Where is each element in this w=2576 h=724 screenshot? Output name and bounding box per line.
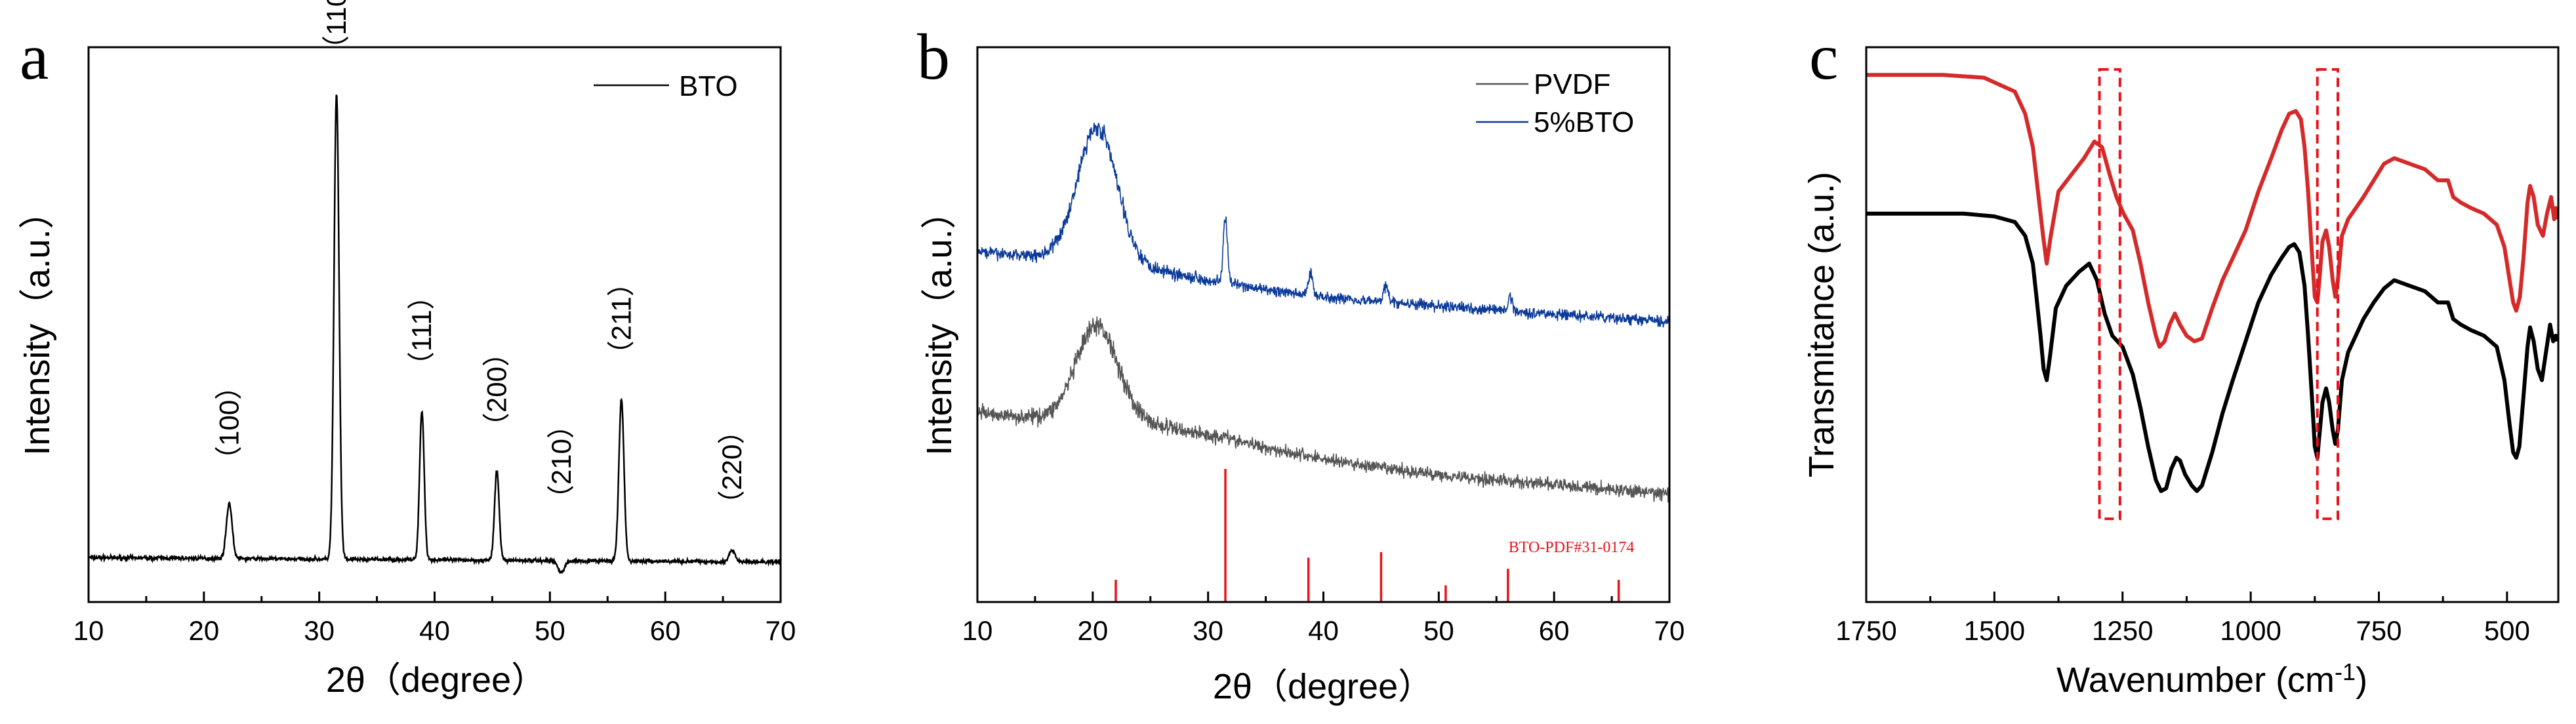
- panel-c-label: c: [1809, 20, 1838, 93]
- panel-b-frame: [976, 46, 1671, 603]
- panel-a-y-axis-label: Intensity（a.u.）: [18, 193, 57, 455]
- panel-b-y-axis-label: Intensity（a.u.）: [920, 193, 959, 455]
- panel-a-x-axis-label: 2θ（degree）: [326, 660, 546, 700]
- panel-a-ticks: 10 20 30 40 50 60 70: [73, 592, 796, 646]
- panel-c-x-tick-label: 750: [2356, 615, 2402, 646]
- panel-c-highlight-region: [2098, 68, 2121, 521]
- panel-c-highlight-region: [2316, 68, 2339, 521]
- panel-c-x-axis-label-sup: -1: [2335, 658, 2356, 685]
- panel-a-x-tick-label: 50: [535, 615, 565, 646]
- panel-c-x-tick-label: 1250: [2092, 615, 2153, 646]
- panel-c-ftir-chart: c 1750 1500 1250 1000 750 500 Wavenumber (cm-…: [1802, 20, 2560, 700]
- panel-b-legend-label-5bto: 5%BTO: [1534, 106, 1634, 138]
- panel-c-x-axis-label: Wavenumber (cm-1): [2056, 658, 2367, 700]
- panel-a-peak-label: （200）: [481, 339, 512, 440]
- panel-a-frame: [87, 46, 782, 603]
- panel-a-peak-label: （220）: [716, 416, 747, 517]
- panel-c-x-tick-label: 1750: [1835, 615, 1896, 646]
- panel-b-x-tick-label: 30: [1193, 615, 1223, 646]
- panel-b-x-tick-label: 10: [962, 615, 993, 646]
- panel-b-plot-area: BTO-PDF#31-0174: [977, 122, 1670, 602]
- panel-c-x-tick-label: 1500: [1964, 615, 2025, 646]
- panel-a-series-bto-line: [88, 94, 782, 574]
- panel-b-xrd-chart: b 10 20 30 40 50 60 70 BTO-PDF#31-0174 2θ（degr…: [917, 20, 1685, 706]
- panel-c-series-black-line: [1866, 211, 2560, 493]
- panel-a-x-tick-label: 40: [419, 615, 450, 646]
- panel-a-peak-label: （110）: [321, 0, 352, 63]
- panel-a-plot-area: （100） （110） （111） （200） （210） （211） （220）: [88, 0, 782, 574]
- panel-b-reference-label: BTO-PDF#31-0174: [1509, 539, 1635, 556]
- panel-b-x-tick-label: 40: [1308, 615, 1339, 646]
- panel-a-xrd-chart: a 10 20 30 40 50 60 70 （100） （110） （111） （200） （21…: [18, 0, 796, 700]
- panel-a-x-tick-label: 10: [73, 615, 104, 646]
- panel-a-peak-label: （100）: [214, 372, 245, 473]
- panel-c-plot-area: [1866, 68, 2560, 521]
- panel-a-peak-label: （211）: [605, 269, 636, 368]
- panel-b-x-tick-label: 60: [1539, 615, 1570, 646]
- panel-c-x-axis-label-close: ): [2356, 660, 2367, 700]
- panel-a-label: a: [20, 20, 49, 93]
- panel-c-frame: [1865, 46, 2560, 603]
- panel-b-legend: PVDF 5%BTO: [1476, 68, 1634, 138]
- panel-c-x-axis-label-main: Wavenumber (cm: [2056, 660, 2335, 700]
- panel-b-ticks: 10 20 30 40 50 60 70: [962, 592, 1685, 646]
- panel-b-legend-label-pvdf: PVDF: [1534, 68, 1610, 100]
- panel-c-series-red-line: [1866, 73, 2560, 349]
- panel-a-legend-label-bto: BTO: [679, 70, 738, 102]
- panel-a-peak-label: （210）: [546, 411, 577, 512]
- panel-b-series-pvdf-line: [977, 316, 1670, 503]
- panel-a-x-tick-label: 20: [188, 615, 219, 646]
- panel-b-x-tick-label: 50: [1423, 615, 1454, 646]
- panel-b-x-axis-label: 2θ（degree）: [1213, 667, 1433, 706]
- panel-a-x-tick-label: 60: [650, 615, 681, 646]
- panel-a-x-tick-label: 30: [304, 615, 335, 646]
- panel-c-ticks: 1750 1500 1250 1000 750 500: [1835, 592, 2530, 646]
- panel-c-y-axis-label: Transmitance (a.u.): [1802, 172, 1841, 477]
- panel-a-x-tick-label: 70: [766, 615, 796, 646]
- panel-b-series-5bto-line: [977, 122, 1670, 328]
- panel-b-x-tick-label: 70: [1654, 615, 1685, 646]
- panel-c-x-tick-label: 1000: [2220, 615, 2281, 646]
- panel-b-x-tick-label: 20: [1077, 615, 1108, 646]
- panel-c-x-tick-label: 500: [2484, 615, 2530, 646]
- panel-b-label: b: [917, 20, 950, 93]
- panel-a-legend: BTO: [594, 70, 738, 102]
- panel-a-peak-label: （111）: [406, 282, 437, 379]
